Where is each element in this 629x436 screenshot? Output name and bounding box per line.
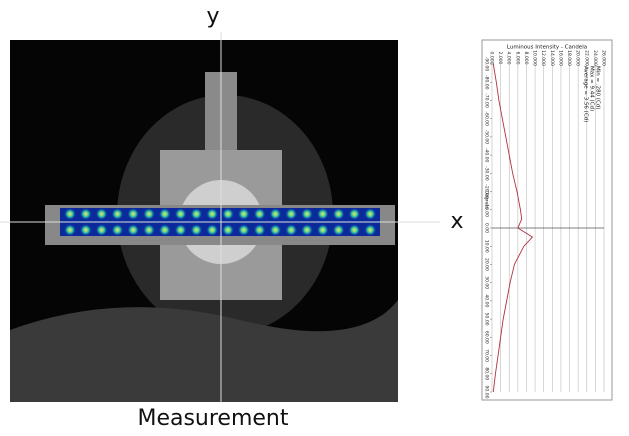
- angle-tick-label: -60.00: [484, 111, 490, 126]
- led: [301, 208, 313, 220]
- led: [364, 208, 376, 220]
- led: [269, 224, 281, 236]
- led: [333, 208, 345, 220]
- intensity-tick-label: 4.000: [506, 52, 512, 65]
- led: [317, 224, 329, 236]
- led: [111, 224, 123, 236]
- led: [96, 224, 108, 236]
- intensity-tick-label: 22.000: [583, 50, 589, 66]
- led: [111, 208, 123, 220]
- led: [159, 208, 171, 220]
- led: [127, 208, 139, 220]
- led: [333, 224, 345, 236]
- led: [254, 208, 266, 220]
- angle-tick-label: 90.00: [484, 386, 490, 399]
- intensity-tick-label: 8.000: [523, 52, 529, 65]
- angle-tick-label: 0.00: [484, 223, 490, 233]
- angle-tick-label: 80.00: [484, 367, 490, 380]
- led: [159, 224, 171, 236]
- led: [96, 208, 108, 220]
- led: [80, 208, 92, 220]
- angle-tick-label: 10.00: [484, 240, 490, 253]
- screenshot: y x Measurement Luminous Intensity - Can…: [0, 0, 629, 432]
- intensity-tick-label: 14.000: [549, 50, 555, 66]
- angle-tick-label: 30.00: [484, 276, 490, 289]
- intensity-tick-label: 6.000: [514, 52, 520, 65]
- led: [348, 208, 360, 220]
- intensity-tick-label: 2.000: [497, 52, 503, 65]
- led: [143, 224, 155, 236]
- led: [364, 224, 376, 236]
- angle-tick-label: -90.00: [484, 57, 490, 72]
- led: [254, 224, 266, 236]
- x-label: x: [450, 209, 463, 234]
- led: [64, 224, 76, 236]
- angle-tick-label: 40.00: [484, 294, 490, 307]
- led: [175, 224, 187, 236]
- led: [238, 208, 250, 220]
- led: [190, 224, 202, 236]
- angle-label: Degrees: [484, 191, 490, 210]
- led: [285, 208, 297, 220]
- led: [222, 208, 234, 220]
- led: [206, 208, 218, 220]
- intensity-tick-label: 18.000: [566, 50, 572, 66]
- led: [348, 224, 360, 236]
- angle-tick-label: -40.00: [484, 148, 490, 163]
- angle-tick-label: -30.00: [484, 166, 490, 181]
- led: [301, 224, 313, 236]
- photo: [10, 40, 398, 402]
- led: [269, 208, 281, 220]
- led: [317, 208, 329, 220]
- angle-tick-label: -80.00: [484, 75, 490, 90]
- intensity-tick-label: 12.000: [540, 50, 546, 66]
- led: [190, 208, 202, 220]
- stat: Average = 3.56 (Cd): [583, 66, 589, 122]
- caption: Measurement: [137, 406, 288, 431]
- intensity-tick-label: 16.000: [557, 50, 563, 66]
- y-label: y: [206, 4, 219, 29]
- angle-tick-label: 50.00: [484, 313, 490, 326]
- led: [127, 224, 139, 236]
- angle-tick-label: -70.00: [484, 93, 490, 108]
- intensity-tick-label: 26.000: [601, 50, 607, 66]
- led: [143, 208, 155, 220]
- intensity-tick-label: 24.000: [592, 50, 598, 66]
- page: {"labels": {"y_axis": "y", "x_axis": "x"…: [0, 0, 629, 436]
- intensity-tick-label: 10.000: [532, 50, 538, 66]
- intensity-tick-label: 20.000: [575, 50, 581, 66]
- angle-tick-label: 60.00: [484, 331, 490, 344]
- angle-tick-label: 20.00: [484, 258, 490, 271]
- led: [206, 224, 218, 236]
- led: [175, 208, 187, 220]
- angle-tick-label: 70.00: [484, 349, 490, 362]
- led: [80, 224, 92, 236]
- led: [222, 224, 234, 236]
- angle-tick-label: -50.00: [484, 130, 490, 145]
- led: [285, 224, 297, 236]
- led: [238, 224, 250, 236]
- led: [64, 208, 76, 220]
